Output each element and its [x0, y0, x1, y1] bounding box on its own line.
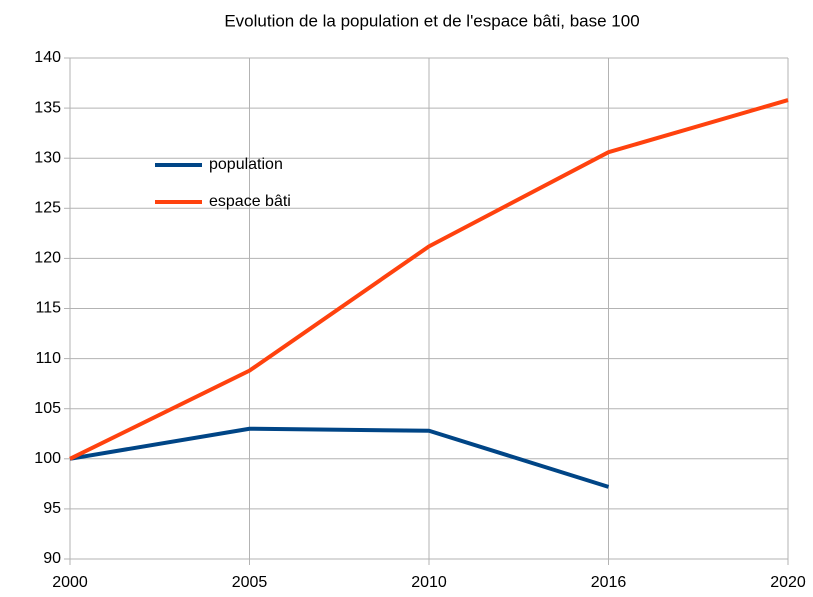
- x-tick-label: 2016: [591, 574, 627, 591]
- legend-label: population: [209, 156, 283, 173]
- y-tick-label: 125: [34, 200, 61, 217]
- y-tick-label: 130: [34, 149, 61, 166]
- x-tick-label: 2020: [770, 574, 806, 591]
- y-tick-label: 90: [43, 550, 61, 567]
- chart-title: Evolution de la population et de l'espac…: [224, 11, 639, 30]
- y-tick-label: 135: [34, 99, 61, 116]
- y-tick-label: 100: [34, 450, 61, 467]
- legend-label: espace bâti: [209, 193, 291, 210]
- y-tick-label: 120: [34, 250, 61, 267]
- series-line: [69, 98, 789, 461]
- y-tick-label: 105: [34, 400, 61, 417]
- y-tick-label: 95: [43, 500, 61, 517]
- y-tick-label: 110: [35, 350, 61, 367]
- x-tick-label: 2005: [232, 574, 268, 591]
- x-tick-label: 2010: [411, 574, 447, 591]
- y-tick-label: 115: [35, 300, 61, 317]
- x-tick-label: 2000: [52, 574, 88, 591]
- y-tick-label: 140: [34, 49, 61, 66]
- series-line: [69, 426, 610, 489]
